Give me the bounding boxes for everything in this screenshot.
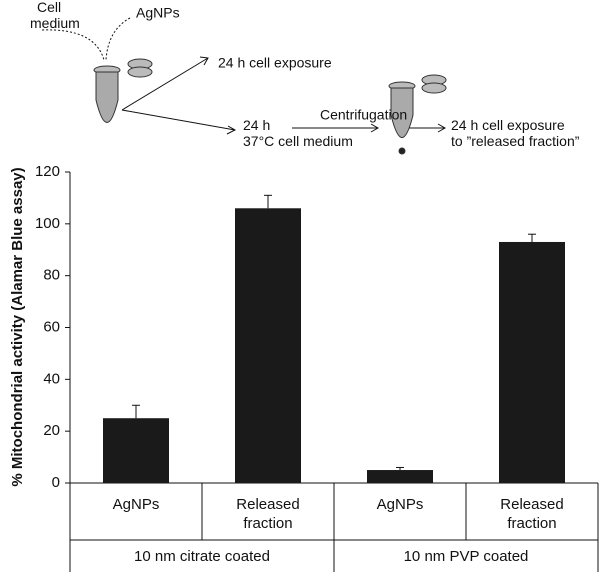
tube-icon bbox=[93, 58, 153, 123]
y-tick-label: 0 bbox=[52, 474, 60, 491]
group-label: 10 nm PVP coated bbox=[404, 548, 529, 565]
bar bbox=[103, 418, 169, 483]
bar bbox=[235, 208, 301, 484]
dotted-arrow bbox=[105, 17, 131, 61]
x-tick-label: Released fraction bbox=[500, 496, 563, 532]
y-tick-label: 120 bbox=[35, 163, 60, 180]
x-tick-label: AgNPs bbox=[377, 496, 424, 513]
diagram-label: AgNPs bbox=[136, 5, 180, 21]
diagram-label: Cell medium bbox=[30, 0, 80, 31]
x-tick-label: AgNPs bbox=[113, 496, 160, 513]
tube-icon bbox=[388, 74, 447, 155]
y-tick-label: 40 bbox=[43, 370, 60, 387]
y-tick-label: 100 bbox=[35, 215, 60, 232]
bar bbox=[499, 241, 565, 483]
diagram-label: 24 h cell exposure to ”released fraction” bbox=[451, 117, 580, 149]
x-tick-label: Released fraction bbox=[236, 496, 299, 532]
y-tick-label: 60 bbox=[43, 318, 60, 335]
group-label: 10 nm citrate coated bbox=[134, 548, 270, 565]
diagram-label: Centrifugation bbox=[320, 107, 407, 123]
y-tick-label: 20 bbox=[43, 422, 60, 439]
diagram: Cell medium AgNPs 24 h cell exposure 24 h… bbox=[30, 0, 580, 155]
y-axis-label: % Mitochondrial activity (Alamar Blue as… bbox=[9, 167, 26, 486]
diagram-label: 24 h 37°C cell medium bbox=[243, 117, 353, 149]
diagram-label: 24 h cell exposure bbox=[218, 55, 332, 71]
arrows bbox=[121, 56, 447, 135]
bar bbox=[367, 470, 433, 483]
dotted-arrow bbox=[41, 29, 105, 61]
y-tick-label: 80 bbox=[43, 267, 60, 284]
